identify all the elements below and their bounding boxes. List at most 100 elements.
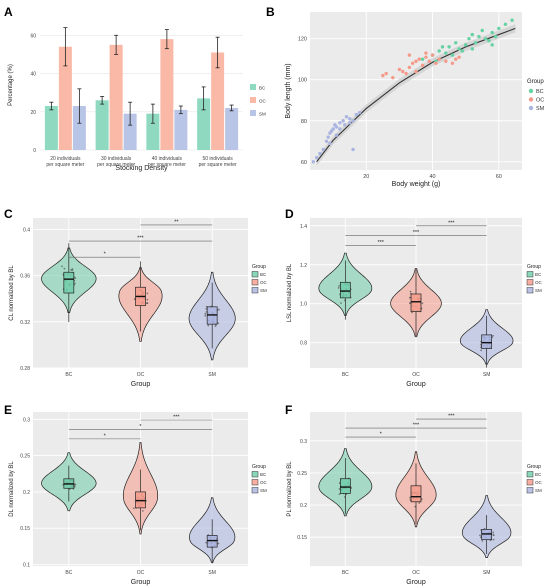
panel-d-data-point: [421, 302, 424, 305]
panel-b-point: [324, 139, 329, 143]
panel-b-point: [420, 63, 425, 68]
panel-b-point: [331, 127, 335, 131]
panel-b-x-tick-label: 20: [363, 174, 369, 180]
panel-c-x-tick-label: BC: [65, 372, 72, 378]
panel-b-point: [414, 59, 418, 63]
panel-c-x-axis-title: Group: [131, 381, 151, 388]
panel-b-point: [341, 119, 345, 123]
panel-f-legend-label: SM: [535, 488, 542, 493]
panel-b-legend-marker: [528, 97, 534, 102]
panel-c-x-tick-label: OC: [137, 372, 145, 378]
panel-e-data-point: [74, 483, 77, 486]
panel-c-y-axis-title: CL normalized by BL: [9, 265, 15, 321]
panel-e-data-point: [132, 507, 135, 510]
panel-f-box: [410, 485, 422, 503]
panel-e-legend-swatch: [251, 479, 259, 486]
panel-f-legend-swatch: [526, 487, 534, 494]
panel-b-point: [334, 125, 339, 129]
panel-b-point: [381, 73, 385, 78]
panel-b-point: [454, 41, 458, 45]
panel-a-bar: [72, 106, 86, 150]
panel-f-legend-label: OC: [535, 480, 543, 485]
panel-a-x-tick-label: 30 individuals per square meter: [97, 156, 135, 168]
panel-b-x-tick-label: 40: [430, 174, 436, 180]
panel-b-point: [457, 47, 461, 51]
panel-f-data-point: [492, 538, 495, 541]
panel-e-legend-label: BC: [260, 472, 267, 477]
panel-e-significance-label: *: [139, 424, 142, 430]
panel-d-data-point: [338, 285, 341, 287]
panel-f-y-tick-label: 0.2: [300, 503, 307, 509]
panel-d-legend-swatch: [526, 271, 534, 278]
panel-c-significance-label: *: [104, 252, 107, 258]
panel-c-significance-label: ***: [137, 236, 144, 242]
panel-e-x-axis-title: Group: [131, 579, 151, 586]
panel-e-box: [206, 535, 218, 548]
panel-b-point: [407, 65, 412, 70]
panel-f-data-point: [479, 536, 482, 539]
panel-a-y-tick-label: 0: [33, 148, 36, 154]
panel-c-data-point: [217, 322, 220, 325]
panel-b-point: [460, 49, 465, 53]
panel-c-y-tick-label: 0.4: [23, 228, 30, 234]
panel-f-x-tick-label: OC: [412, 570, 420, 576]
panel-b-point: [424, 51, 428, 55]
panel-c-data-point: [63, 267, 66, 270]
panel-b-point: [467, 36, 471, 41]
panel-b-point: [487, 39, 491, 43]
panel-e-legend-swatch: [251, 471, 259, 478]
panel-label-b: B: [266, 5, 275, 19]
panel-f-significance-label: *: [380, 432, 383, 438]
panel-f-legend-label: BC: [535, 472, 542, 477]
panel-d-y-axis-title: LSL normalized by BL: [287, 263, 293, 322]
panel-c-legend-label: SM: [260, 288, 267, 293]
panel-c-data-point: [61, 265, 63, 268]
panel-d-legend-label: OC: [535, 280, 543, 285]
panel-b-legend-label: SM: [536, 106, 545, 112]
panel-e-legend-label: OC: [260, 480, 268, 485]
panel-label-a: A: [4, 5, 13, 19]
panel-b-point: [338, 121, 342, 125]
panel-e-legend-swatch: [251, 487, 259, 494]
panel-d-data-point: [408, 296, 411, 299]
panel-label-e: E: [4, 403, 12, 417]
panel-label-c: C: [4, 207, 13, 221]
panel-a-bar: [58, 46, 72, 150]
panel-a-legend-swatch: [250, 84, 256, 90]
panel-d-x-tick-label: OC: [412, 372, 420, 378]
panel-d-box: [410, 293, 422, 312]
panel-a-y-tick-label: 40: [30, 72, 36, 78]
panel-d-significance-label: ***: [413, 230, 420, 236]
panel-d-legend-label: BC: [535, 272, 542, 277]
panel-c-y-tick-label: 0.32: [20, 320, 30, 326]
panel-d-x-tick-label: SM: [483, 372, 491, 378]
panel-f-significance-label: ***: [448, 414, 455, 420]
panel-b-point: [321, 147, 325, 152]
panel-a-y-tick-label: 20: [30, 110, 36, 116]
panel-b-point: [424, 55, 428, 59]
panel-b-point: [473, 41, 478, 45]
panel-label-d: D: [285, 207, 294, 221]
panel-e-y-tick-label: 0.1: [23, 563, 30, 569]
panel-b-point: [497, 26, 501, 31]
panel-f-data-point: [338, 493, 341, 496]
panel-b-legend-marker: [528, 105, 534, 111]
panel-c-y-tick-label: 0.28: [20, 366, 30, 372]
panel-b-point: [417, 57, 422, 61]
panel-d-y-tick-label: 0.8: [300, 341, 307, 347]
panel-b-point: [434, 61, 438, 65]
panel-c-data-point: [205, 308, 208, 310]
panel-b-y-tick-label: 100: [298, 78, 307, 84]
panel-e-box: [135, 491, 146, 509]
panel-b-point: [490, 43, 494, 47]
panel-e-x-tick-label: OC: [137, 570, 145, 576]
panel-b-point: [427, 59, 431, 63]
panel-f-data-point: [418, 502, 421, 504]
panel-d-significance-label: ***: [377, 240, 384, 246]
panel-a-bar: [225, 107, 239, 150]
panel-c-legend-label: BC: [260, 272, 267, 277]
panel-label-f: F: [285, 403, 292, 417]
panel-b-point: [338, 127, 342, 131]
